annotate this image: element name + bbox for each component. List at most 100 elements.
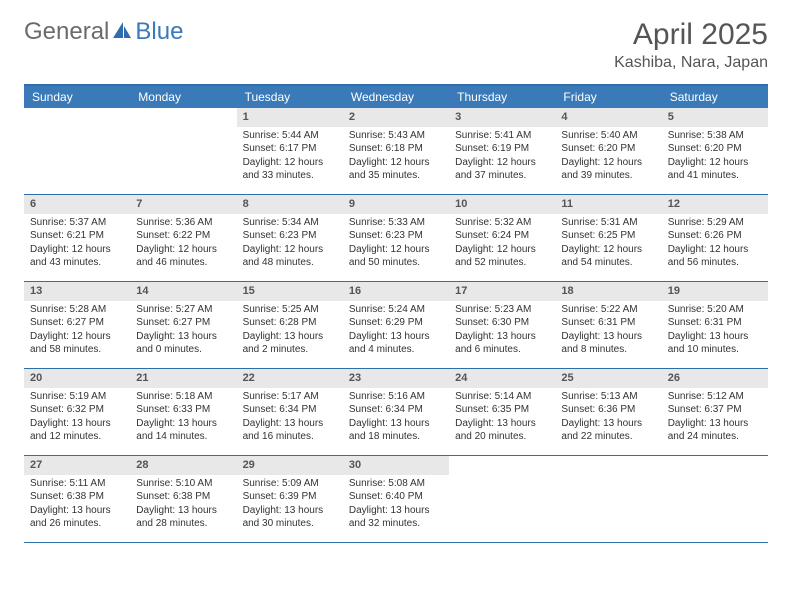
day-number: 2 <box>343 108 449 127</box>
day-body: Sunrise: 5:44 AMSunset: 6:17 PMDaylight:… <box>239 129 341 183</box>
day-line-dl1: Daylight: 12 hours <box>557 243 659 257</box>
day-line-dl2: and 33 minutes. <box>239 169 341 183</box>
day-number: 24 <box>449 369 555 388</box>
day-line-dl2: and 16 minutes. <box>239 430 341 444</box>
day-cell: 1 Sunrise: 5:44 AMSunset: 6:17 PMDaylight… <box>237 108 343 194</box>
day-cell <box>130 108 236 194</box>
day-line-dl2: and 32 minutes. <box>345 517 447 531</box>
day-line-sunset: Sunset: 6:27 PM <box>26 316 128 330</box>
day-line-dl2: and 6 minutes. <box>451 343 553 357</box>
location: Kashiba, Nara, Japan <box>614 54 768 72</box>
day-line-dl2: and 50 minutes. <box>345 256 447 270</box>
day-line-sunrise: Sunrise: 5:13 AM <box>557 390 659 404</box>
day-line-sunrise: Sunrise: 5:43 AM <box>345 129 447 143</box>
day-line-sunset: Sunset: 6:27 PM <box>132 316 234 330</box>
day-line-sunset: Sunset: 6:29 PM <box>345 316 447 330</box>
day-body: Sunrise: 5:33 AMSunset: 6:23 PMDaylight:… <box>345 216 447 270</box>
day-line-sunrise: Sunrise: 5:32 AM <box>451 216 553 230</box>
day-line-dl2: and 0 minutes. <box>132 343 234 357</box>
day-line-dl1: Daylight: 12 hours <box>345 156 447 170</box>
day-body: Sunrise: 5:32 AMSunset: 6:24 PMDaylight:… <box>451 216 553 270</box>
day-line-sunrise: Sunrise: 5:37 AM <box>26 216 128 230</box>
day-line-dl1: Daylight: 12 hours <box>557 156 659 170</box>
day-line-dl1: Daylight: 13 hours <box>26 504 128 518</box>
day-cell: 26 Sunrise: 5:12 AMSunset: 6:37 PMDayligh… <box>662 369 768 455</box>
day-line-sunrise: Sunrise: 5:16 AM <box>345 390 447 404</box>
day-line-dl1: Daylight: 13 hours <box>557 330 659 344</box>
day-line-sunset: Sunset: 6:20 PM <box>557 142 659 156</box>
day-body: Sunrise: 5:11 AMSunset: 6:38 PMDaylight:… <box>26 477 128 531</box>
day-line-sunset: Sunset: 6:34 PM <box>345 403 447 417</box>
day-number: 21 <box>130 369 236 388</box>
logo-sail-icon <box>111 20 133 45</box>
day-line-dl1: Daylight: 13 hours <box>132 330 234 344</box>
day-line-dl1: Daylight: 13 hours <box>132 504 234 518</box>
day-line-dl2: and 14 minutes. <box>132 430 234 444</box>
day-body: Sunrise: 5:22 AMSunset: 6:31 PMDaylight:… <box>557 303 659 357</box>
day-number: 29 <box>237 456 343 475</box>
day-line-sunset: Sunset: 6:17 PM <box>239 142 341 156</box>
day-line-sunset: Sunset: 6:39 PM <box>239 490 341 504</box>
day-line-dl1: Daylight: 12 hours <box>239 156 341 170</box>
day-line-sunrise: Sunrise: 5:28 AM <box>26 303 128 317</box>
day-line-dl2: and 24 minutes. <box>664 430 766 444</box>
day-body: Sunrise: 5:34 AMSunset: 6:23 PMDaylight:… <box>239 216 341 270</box>
day-body: Sunrise: 5:27 AMSunset: 6:27 PMDaylight:… <box>132 303 234 357</box>
day-line-dl1: Daylight: 12 hours <box>345 243 447 257</box>
day-line-dl2: and 54 minutes. <box>557 256 659 270</box>
day-line-dl2: and 28 minutes. <box>132 517 234 531</box>
day-line-sunrise: Sunrise: 5:34 AM <box>239 216 341 230</box>
day-body: Sunrise: 5:12 AMSunset: 6:37 PMDaylight:… <box>664 390 766 444</box>
day-line-dl2: and 2 minutes. <box>239 343 341 357</box>
day-line-dl2: and 30 minutes. <box>239 517 341 531</box>
day-number: 26 <box>662 369 768 388</box>
week-row: 1Sunrise: 5:44 AMSunset: 6:17 PMDaylight… <box>24 108 768 195</box>
day-line-sunset: Sunset: 6:23 PM <box>239 229 341 243</box>
day-line-dl1: Daylight: 13 hours <box>557 417 659 431</box>
logo-text-blue: Blue <box>135 18 183 46</box>
day-cell: 24Sunrise: 5:14 AMSunset: 6:35 PMDayligh… <box>449 369 555 455</box>
day-number: 22 <box>237 369 343 388</box>
day-line-dl1: Daylight: 12 hours <box>664 156 766 170</box>
header: General Blue April 2025 Kashiba, Nara, J… <box>24 18 768 72</box>
day-cell <box>449 456 555 542</box>
day-line-dl1: Daylight: 13 hours <box>451 417 553 431</box>
day-number: 13 <box>24 282 130 301</box>
day-number: 17 <box>449 282 555 301</box>
day-line-sunrise: Sunrise: 5:44 AM <box>239 129 341 143</box>
day-body: Sunrise: 5:20 AMSunset: 6:31 PMDaylight:… <box>664 303 766 357</box>
day-number: 11 <box>555 195 661 214</box>
day-line-dl2: and 10 minutes. <box>664 343 766 357</box>
day-line-sunset: Sunset: 6:22 PM <box>132 229 234 243</box>
day-line-dl1: Daylight: 13 hours <box>451 330 553 344</box>
day-cell: 30Sunrise: 5:08 AMSunset: 6:40 PMDayligh… <box>343 456 449 542</box>
day-number: 8 <box>237 195 343 214</box>
day-line-dl2: and 41 minutes. <box>664 169 766 183</box>
day-line-dl1: Daylight: 13 hours <box>664 330 766 344</box>
day-number: 9 <box>343 195 449 214</box>
day-of-week-cell: Tuesday <box>237 86 343 108</box>
day-line-dl1: Daylight: 12 hours <box>26 330 128 344</box>
day-body: Sunrise: 5:28 AMSunset: 6:27 PMDaylight:… <box>26 303 128 357</box>
day-line-dl2: and 18 minutes. <box>345 430 447 444</box>
day-body: Sunrise: 5:24 AMSunset: 6:29 PMDaylight:… <box>345 303 447 357</box>
day-line-dl2: and 8 minutes. <box>557 343 659 357</box>
day-line-dl1: Daylight: 12 hours <box>451 156 553 170</box>
day-line-sunset: Sunset: 6:21 PM <box>26 229 128 243</box>
day-line-sunset: Sunset: 6:38 PM <box>132 490 234 504</box>
title-block: April 2025 Kashiba, Nara, Japan <box>614 18 768 72</box>
day-cell <box>555 456 661 542</box>
day-number: 14 <box>130 282 236 301</box>
day-number: 1 <box>237 108 343 127</box>
day-number: 23 <box>343 369 449 388</box>
day-number: 27 <box>24 456 130 475</box>
day-line-dl1: Daylight: 12 hours <box>239 243 341 257</box>
day-cell: 3Sunrise: 5:41 AMSunset: 6:19 PMDaylight… <box>449 108 555 194</box>
day-line-dl2: and 52 minutes. <box>451 256 553 270</box>
day-of-week-cell: Thursday <box>449 86 555 108</box>
day-number: 20 <box>24 369 130 388</box>
day-cell: 2Sunrise: 5:43 AMSunset: 6:18 PMDaylight… <box>343 108 449 194</box>
day-line-dl2: and 35 minutes. <box>345 169 447 183</box>
day-cell: 6Sunrise: 5:37 AMSunset: 6:21 PMDaylight… <box>24 195 130 281</box>
day-cell: 22Sunrise: 5:17 AMSunset: 6:34 PMDayligh… <box>237 369 343 455</box>
